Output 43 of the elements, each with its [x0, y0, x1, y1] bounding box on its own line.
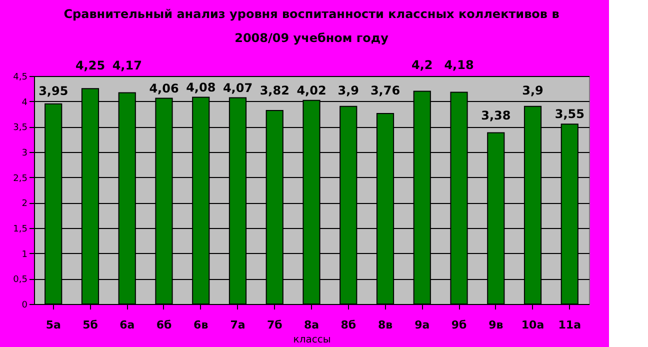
y-tick-label: 0,5	[13, 275, 28, 286]
text: 2008/09 учебном году	[234, 31, 388, 46]
data-label: 3,9	[522, 83, 544, 98]
data-label: 4,07	[222, 80, 253, 95]
x-tick-label: 7а	[230, 318, 246, 332]
data-label: 4,25	[75, 58, 106, 73]
y-tick-label: 1	[22, 250, 28, 260]
y-tick-label: 2,5	[13, 174, 28, 184]
x-tick-label: 11а	[558, 318, 582, 332]
y-tick-label: 0	[22, 300, 28, 310]
data-label: 4,17	[112, 58, 142, 73]
y-tick-label: 1,5	[13, 224, 28, 234]
data-label: 3,95	[38, 84, 68, 98]
data-label: 3,76	[370, 83, 400, 98]
x-tick-label: 6а	[120, 318, 135, 332]
x-tick-label: 9а	[414, 318, 430, 332]
data-label: 3,9	[338, 83, 360, 98]
x-tick-label: 10а	[521, 318, 544, 332]
data-label: 4,08	[186, 80, 216, 94]
x-tick-label: 8в	[378, 318, 393, 332]
data-label: 3,55	[554, 107, 584, 122]
data-label: 4,2	[412, 58, 433, 72]
x-tick-label: 6б	[156, 318, 172, 332]
x-axis-title: классы	[293, 334, 331, 346]
data-label: 4,02	[296, 83, 326, 98]
data-label: 3,82	[260, 83, 290, 98]
x-tick-label: 8б	[340, 318, 356, 332]
x-tick-label: 8а	[304, 318, 320, 332]
x-tick-label: 5б	[82, 318, 98, 332]
x-tick-label: 9в	[488, 318, 504, 332]
data-label: 3,38	[481, 108, 511, 123]
x-tick-label: 6в	[194, 318, 208, 332]
x-tick-label: 9б	[451, 318, 467, 332]
y-tick-label: 2	[22, 199, 28, 210]
y-tick-label: 4,5	[13, 72, 28, 82]
y-tick-label: 4	[22, 98, 28, 108]
text: Сравнительный анализ уровня воспитанности классных коллективов в	[64, 7, 560, 22]
y-tick-label: 3,5	[13, 123, 28, 134]
x-tick-label: 7б	[266, 318, 283, 332]
x-tick-label: 5а	[46, 318, 61, 332]
data-label: 4,06	[149, 81, 179, 96]
data-label: 4,18	[444, 58, 474, 72]
y-tick-label: 3	[22, 148, 28, 158]
